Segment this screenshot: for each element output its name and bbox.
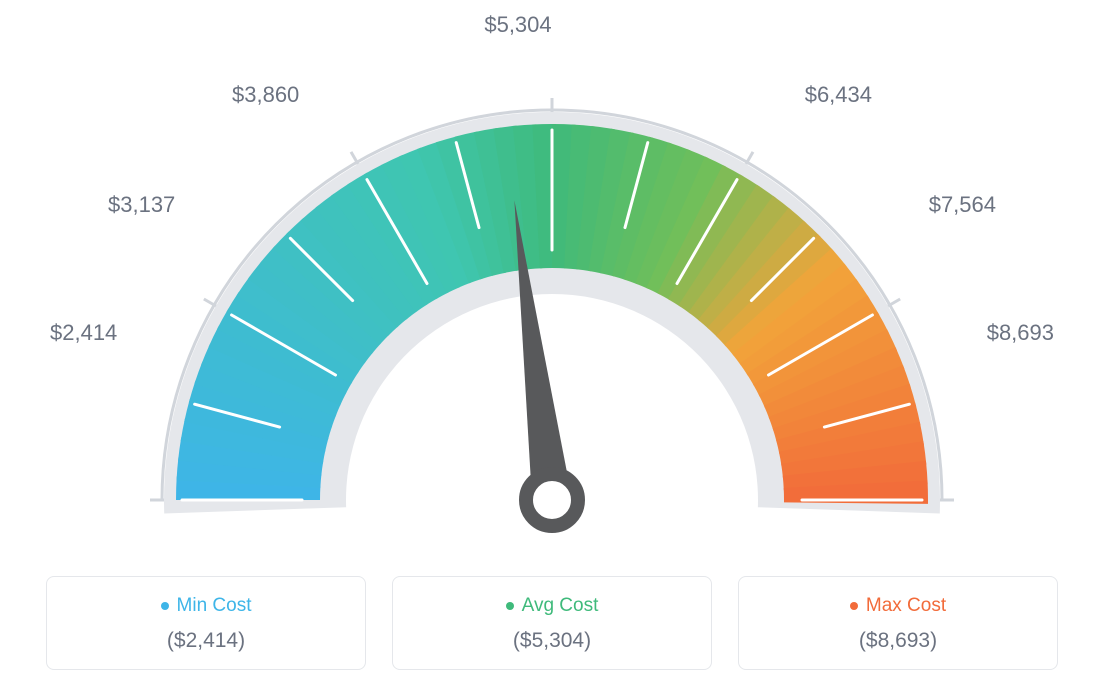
tick-label: $3,860 [232,82,299,108]
min-cost-label: Min Cost [177,595,252,617]
min-dot-icon [161,602,169,610]
max-cost-value: ($8,693) [749,629,1047,653]
max-cost-title: Max Cost [850,595,946,617]
tick-label: $2,414 [50,320,117,346]
min-cost-value: ($2,414) [57,629,355,653]
avg-dot-icon [506,602,514,610]
min-cost-card: Min Cost ($2,414) [46,576,366,670]
tick-label: $6,434 [805,82,872,108]
tick-label: $8,693 [987,320,1054,346]
max-dot-icon [850,602,858,610]
avg-cost-title: Avg Cost [506,595,599,617]
tick-label: $7,564 [929,192,996,218]
max-cost-label: Max Cost [866,595,946,617]
max-cost-card: Max Cost ($8,693) [738,576,1058,670]
gauge-svg [112,60,992,560]
min-cost-title: Min Cost [161,595,252,617]
avg-cost-value: ($5,304) [403,629,701,653]
avg-cost-label: Avg Cost [522,595,599,617]
avg-cost-card: Avg Cost ($5,304) [392,576,712,670]
tick-label: $5,304 [484,12,551,38]
summary-cards: Min Cost ($2,414) Avg Cost ($5,304) Max … [0,576,1104,670]
tick-label: $3,137 [108,192,175,218]
gauge-chart: $2,414 $3,137 $3,860 $5,304 $6,434 $7,56… [0,0,1104,560]
